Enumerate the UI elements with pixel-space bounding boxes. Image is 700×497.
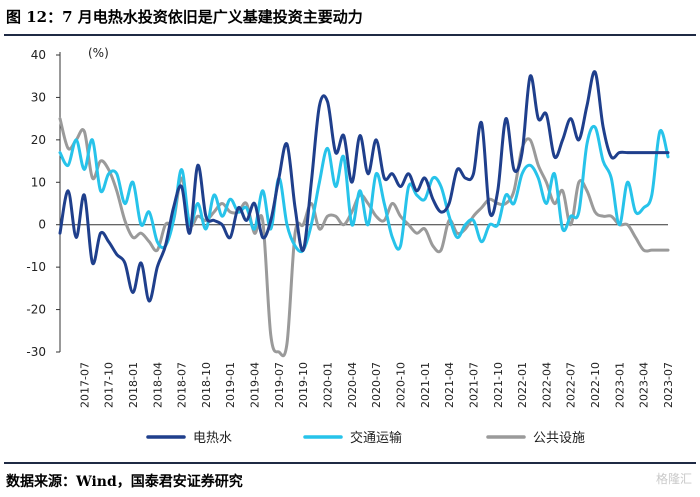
y-tick-label: 20 — [31, 133, 46, 147]
x-tick-label: 2020-07 — [370, 362, 383, 408]
top-rule — [4, 34, 696, 36]
legend-label-1: 电热水 — [193, 431, 232, 446]
bottom-rule — [4, 462, 696, 464]
y-tick-label: 30 — [31, 90, 46, 104]
y-axis-label: (%) — [88, 46, 109, 60]
series-line-1 — [58, 70, 670, 303]
y-tick-label: -30 — [26, 345, 46, 359]
y-tick-label: -10 — [26, 260, 46, 274]
x-tick-label: 2019-04 — [249, 362, 262, 408]
x-tick-label: 2022-10 — [589, 362, 602, 408]
x-tick-label: 2021-04 — [443, 362, 456, 408]
x-tick-label: 2022-07 — [565, 362, 578, 408]
x-tick-label: 2019-10 — [297, 362, 310, 408]
x-tick-label: 2019-07 — [273, 362, 286, 408]
line-chart: -30 -20 -10 0 10 20 30 40 (%) 2017-07 2017-10 2018-… — [26, 46, 675, 446]
y-tick-label: 40 — [31, 48, 46, 62]
x-tick-label: 2017-10 — [103, 362, 116, 408]
x-tick-label: 2022-04 — [540, 362, 553, 408]
y-tick-label: 0 — [38, 218, 46, 232]
x-tick-label: 2021-01 — [419, 362, 432, 408]
x-tick-label: 2020-01 — [322, 362, 335, 408]
chart-axes: -30 -20 -10 0 10 20 30 40 (%) 2017-07 2017-10 2018-… — [26, 46, 675, 408]
watermark: 格隆汇 — [655, 472, 692, 486]
x-tick-label: 2020-10 — [394, 362, 407, 408]
x-tick-label: 2023-01 — [613, 362, 626, 408]
x-tick-label: 2017-07 — [78, 362, 91, 408]
legend-label-3: 公共设施 — [533, 431, 585, 446]
x-tick-label: 2021-10 — [492, 362, 505, 408]
x-tick-label: 2020-04 — [346, 362, 359, 408]
x-tick-label: 2019-01 — [224, 362, 237, 408]
x-tick-label: 2018-10 — [200, 362, 213, 408]
x-tick-label: 2018-07 — [176, 362, 189, 408]
y-tick-label: 10 — [31, 175, 46, 189]
x-tick-label: 2021-07 — [467, 362, 480, 408]
x-tick-label: 2022-01 — [516, 362, 529, 408]
series-line-2 — [58, 124, 670, 254]
x-tick-label: 2018-04 — [151, 362, 164, 408]
chart-legend: 电热水 交通运输 公共设施 — [146, 430, 585, 446]
data-source: 数据来源：Wind，国泰君安证券研究 — [6, 474, 243, 490]
x-tick-label: 2023-04 — [638, 362, 651, 408]
legend-label-2: 交通运输 — [350, 430, 402, 446]
chart-series — [58, 70, 670, 358]
chart-title: 图 12：7 月电热水投资依旧是广义基建投资主要动力 — [6, 8, 363, 26]
x-tick-label: 2023-07 — [662, 362, 675, 408]
y-tick-label: -20 — [26, 303, 46, 317]
x-tick-label: 2018-01 — [127, 362, 140, 408]
